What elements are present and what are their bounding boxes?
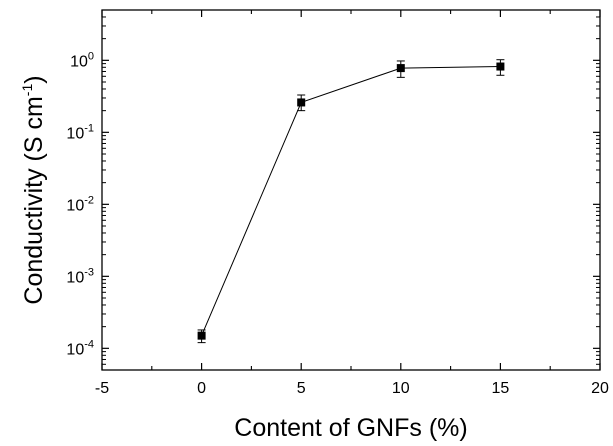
data-point xyxy=(197,331,206,340)
data-point xyxy=(496,62,505,71)
x-tick-label: 0 xyxy=(197,380,206,397)
y-axis-title-superscript: -1 xyxy=(19,84,35,97)
data-point xyxy=(297,98,306,107)
data-point xyxy=(396,64,405,73)
y-axis-title: Conductivity (S cm-1) xyxy=(19,75,48,304)
x-axis-ticks: -5 0 5 10 15 20 xyxy=(95,10,609,397)
x-axis-title: Content of GNFs (%) xyxy=(234,414,467,442)
x-tick-label: 10 xyxy=(392,380,410,397)
y-tick-label: 100 xyxy=(70,50,94,70)
y-tick-label: 10-3 xyxy=(66,266,94,286)
y-tick-label: 10-4 xyxy=(66,338,94,358)
x-tick-label: 20 xyxy=(591,380,609,397)
plot-frame xyxy=(101,9,601,371)
x-tick-label: -5 xyxy=(95,380,109,397)
y-tick-label: 10-2 xyxy=(66,194,94,214)
x-tick-label: 5 xyxy=(297,380,306,397)
y-axis-ticks: 10-4 10-3 10-2 10-1 100 xyxy=(66,9,600,371)
y-axis-title-main: Conductivity (S cm xyxy=(20,96,48,304)
x-tick-label: 15 xyxy=(492,380,510,397)
series-line xyxy=(201,66,501,336)
y-tick-label: 10-1 xyxy=(66,122,94,142)
y-axis-title-close: ) xyxy=(20,75,48,83)
data-series xyxy=(197,59,505,344)
